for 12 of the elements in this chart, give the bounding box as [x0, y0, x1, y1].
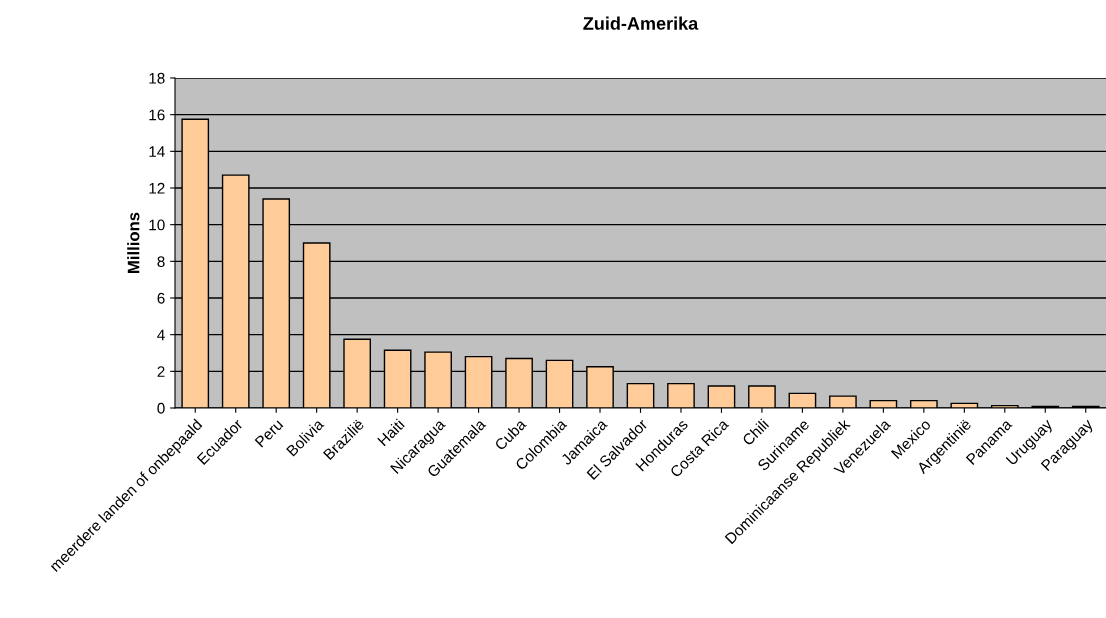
y-axis-title: Millions: [127, 212, 140, 273]
y-tick-label: 4: [157, 329, 165, 341]
y-tick-label: 10: [149, 219, 165, 231]
y-tick-label: 18: [149, 72, 165, 84]
y-tick-label: 16: [149, 109, 165, 121]
y-tick-label: 12: [149, 182, 165, 194]
y-tick-label: 8: [157, 256, 165, 268]
y-tick-label: 2: [157, 366, 165, 377]
y-tick-label: 0: [157, 402, 165, 414]
y-tick-label: 6: [157, 292, 165, 304]
chart-title: Zuid-Amerika: [583, 16, 699, 30]
y-tick-label: 14: [149, 146, 165, 157]
